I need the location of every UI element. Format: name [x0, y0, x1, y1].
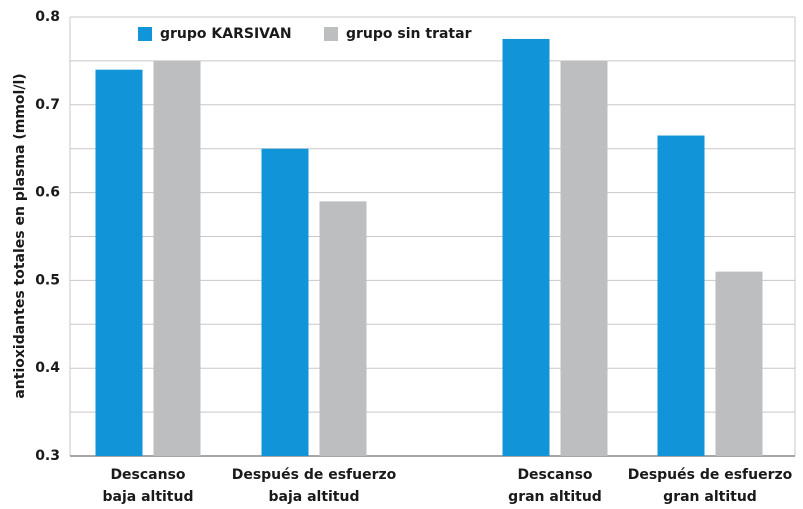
x-tick-label: Descanso [110, 467, 185, 483]
x-tick-label: Después de esfuerzo [232, 467, 397, 483]
bar [153, 60, 201, 457]
x-tick-label: baja altitud [102, 489, 193, 505]
y-tick-label: 0.4 [35, 360, 60, 376]
legend-swatch [138, 27, 152, 41]
bar [657, 135, 705, 456]
y-tick-label: 0.3 [35, 448, 60, 464]
bar [715, 271, 763, 456]
legend-swatch [324, 27, 338, 41]
x-tick-label: Después de esfuerzo [628, 467, 793, 483]
y-axis-label: antioxidantes totales en plasma (mmol/l) [12, 73, 28, 398]
legend-label: grupo KARSIVAN [160, 26, 292, 42]
x-tick-label: baja altitud [268, 489, 359, 505]
bar [502, 38, 550, 456]
x-tick-label: gran altitud [663, 489, 757, 505]
bar [319, 201, 367, 456]
bar [95, 69, 143, 457]
y-tick-label: 0.7 [35, 97, 60, 113]
y-tick-label: 0.8 [35, 9, 60, 25]
x-tick-label: gran altitud [508, 489, 602, 505]
legend-label: grupo sin tratar [346, 26, 472, 42]
bar [560, 60, 608, 457]
y-tick-label: 0.6 [35, 185, 60, 201]
y-tick-label: 0.5 [35, 272, 60, 288]
x-tick-label: Descanso [517, 467, 592, 483]
bar [261, 148, 309, 456]
